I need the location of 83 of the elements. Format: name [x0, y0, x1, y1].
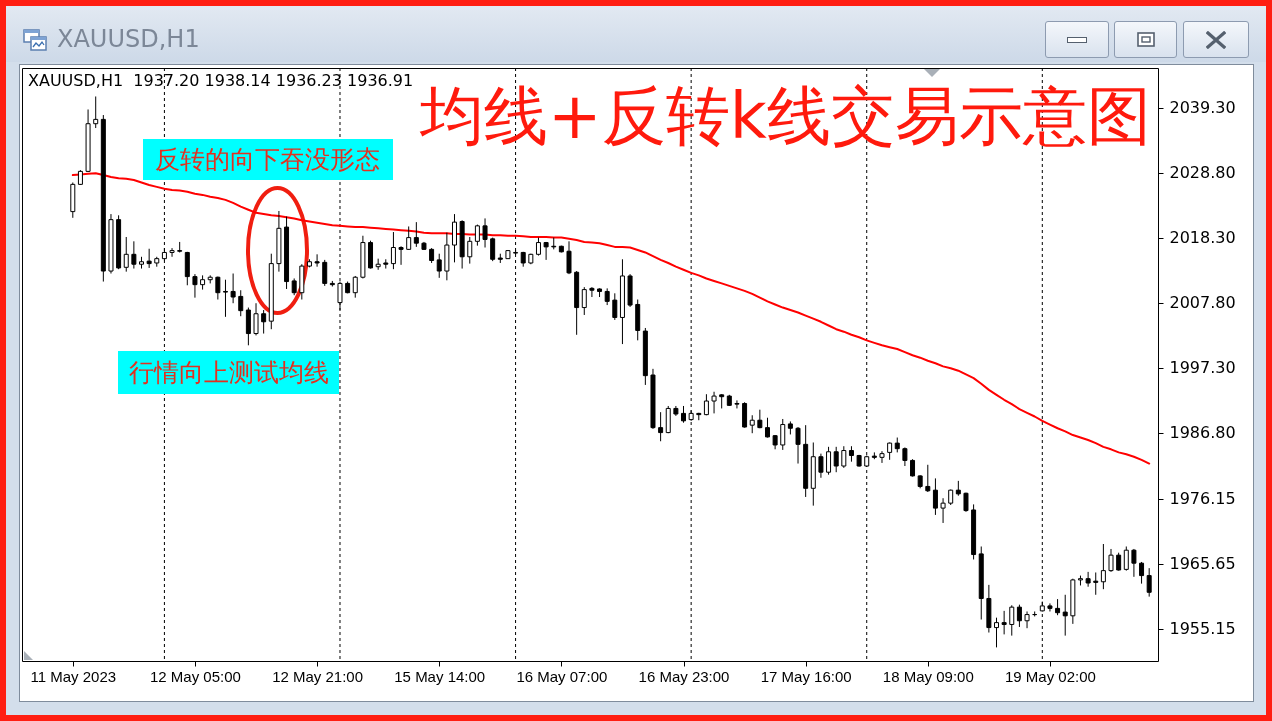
candlestick	[314, 253, 320, 268]
x-tick-label: 12 May 05:00	[149, 667, 241, 685]
candlestick	[932, 477, 938, 516]
y-tick-label: 1965.65	[1169, 554, 1236, 574]
candlestick	[589, 286, 595, 298]
candlestick	[253, 302, 259, 336]
candlestick	[841, 445, 847, 469]
chart-subtitle: XAUUSD,H1 1937.20 1938.14 1936.23 1936.91	[28, 71, 414, 90]
y-tick-label: 2028.80	[1169, 163, 1236, 183]
candlestick	[734, 399, 740, 409]
text: XAUUSD,H1	[57, 25, 200, 53]
candlestick	[1009, 604, 1015, 637]
chart-title: 均线+反转k线交易示意图	[420, 79, 1151, 153]
candlestick	[1146, 567, 1152, 598]
annotation: 反转的向下吞没形态	[142, 139, 393, 180]
candlestick	[123, 236, 129, 273]
line-series	[71, 172, 1151, 465]
candlestick	[131, 240, 137, 270]
candlestick	[818, 453, 824, 479]
candlestick	[452, 213, 457, 263]
candlestick	[482, 217, 488, 249]
candlestick	[1085, 571, 1091, 588]
candlestick	[1131, 548, 1137, 578]
candlestick	[994, 617, 1000, 648]
candlestick	[436, 253, 442, 279]
x-tick-label: 16 May 07:00	[516, 667, 608, 685]
candlestick	[146, 248, 152, 269]
candlestick	[566, 240, 572, 275]
candlestick	[543, 241, 549, 261]
candlestick	[238, 289, 244, 317]
candlestick	[169, 247, 175, 258]
candlestick	[1123, 545, 1129, 572]
x-tick-label: 19 May 02:00	[1004, 667, 1096, 685]
candlestick	[711, 391, 717, 414]
candlestick	[1047, 602, 1053, 612]
candlestick	[658, 411, 664, 442]
y-tick-label: 1955.15	[1169, 619, 1236, 638]
candlestick	[826, 446, 832, 476]
candlestick	[612, 292, 618, 321]
y-tick-label: 2039.30	[1169, 98, 1236, 118]
annotation: 行情向上测试均线	[118, 351, 340, 394]
candlestick	[93, 95, 99, 129]
candlestick	[322, 259, 328, 287]
x-tick-label: 12 May 21:00	[272, 667, 364, 685]
candlestick	[352, 275, 358, 299]
y-tick-label: 2007.80	[1169, 293, 1236, 313]
candlestick	[230, 273, 236, 304]
x-tick-label: 17 May 16:00	[760, 667, 852, 685]
x-tick-label: 16 May 23:00	[638, 667, 730, 685]
candlestick	[1108, 548, 1114, 573]
candlestick	[467, 236, 473, 265]
candlestick	[940, 497, 946, 524]
candlestick	[398, 245, 404, 266]
candlestick	[780, 418, 786, 451]
candlestick	[833, 446, 839, 473]
candlestick	[1062, 594, 1068, 637]
y-tick-label: 2018.30	[1169, 228, 1236, 248]
x-tick-label: 18 May 09:00	[882, 667, 974, 685]
candlestick	[742, 401, 748, 429]
candlestick	[925, 464, 931, 493]
candlestick	[222, 279, 228, 318]
candlestick	[902, 446, 908, 467]
y-tick-label: 1976.15	[1169, 489, 1236, 509]
candlestick	[1024, 610, 1030, 629]
candlestick	[795, 426, 801, 465]
candlestick	[1139, 561, 1145, 585]
candlestick	[1093, 571, 1099, 596]
candlestick	[1100, 543, 1106, 590]
x-tick-label: 15 May 14:00	[394, 667, 486, 685]
candlestick	[390, 231, 396, 270]
candlestick	[764, 417, 770, 439]
candlestick	[1001, 610, 1007, 635]
candlestick	[413, 221, 419, 248]
candlestick	[406, 225, 412, 251]
x-tick-label: 11 May 2023	[30, 667, 117, 685]
candlestick	[581, 286, 587, 316]
candlestick	[245, 307, 251, 346]
y-tick-label: 1997.30	[1169, 358, 1236, 378]
candlestick	[1016, 604, 1022, 628]
candlestick	[261, 309, 267, 335]
candlestick	[192, 273, 198, 299]
candlestick	[879, 450, 885, 464]
y-tick-label: 1986.80	[1169, 423, 1236, 443]
